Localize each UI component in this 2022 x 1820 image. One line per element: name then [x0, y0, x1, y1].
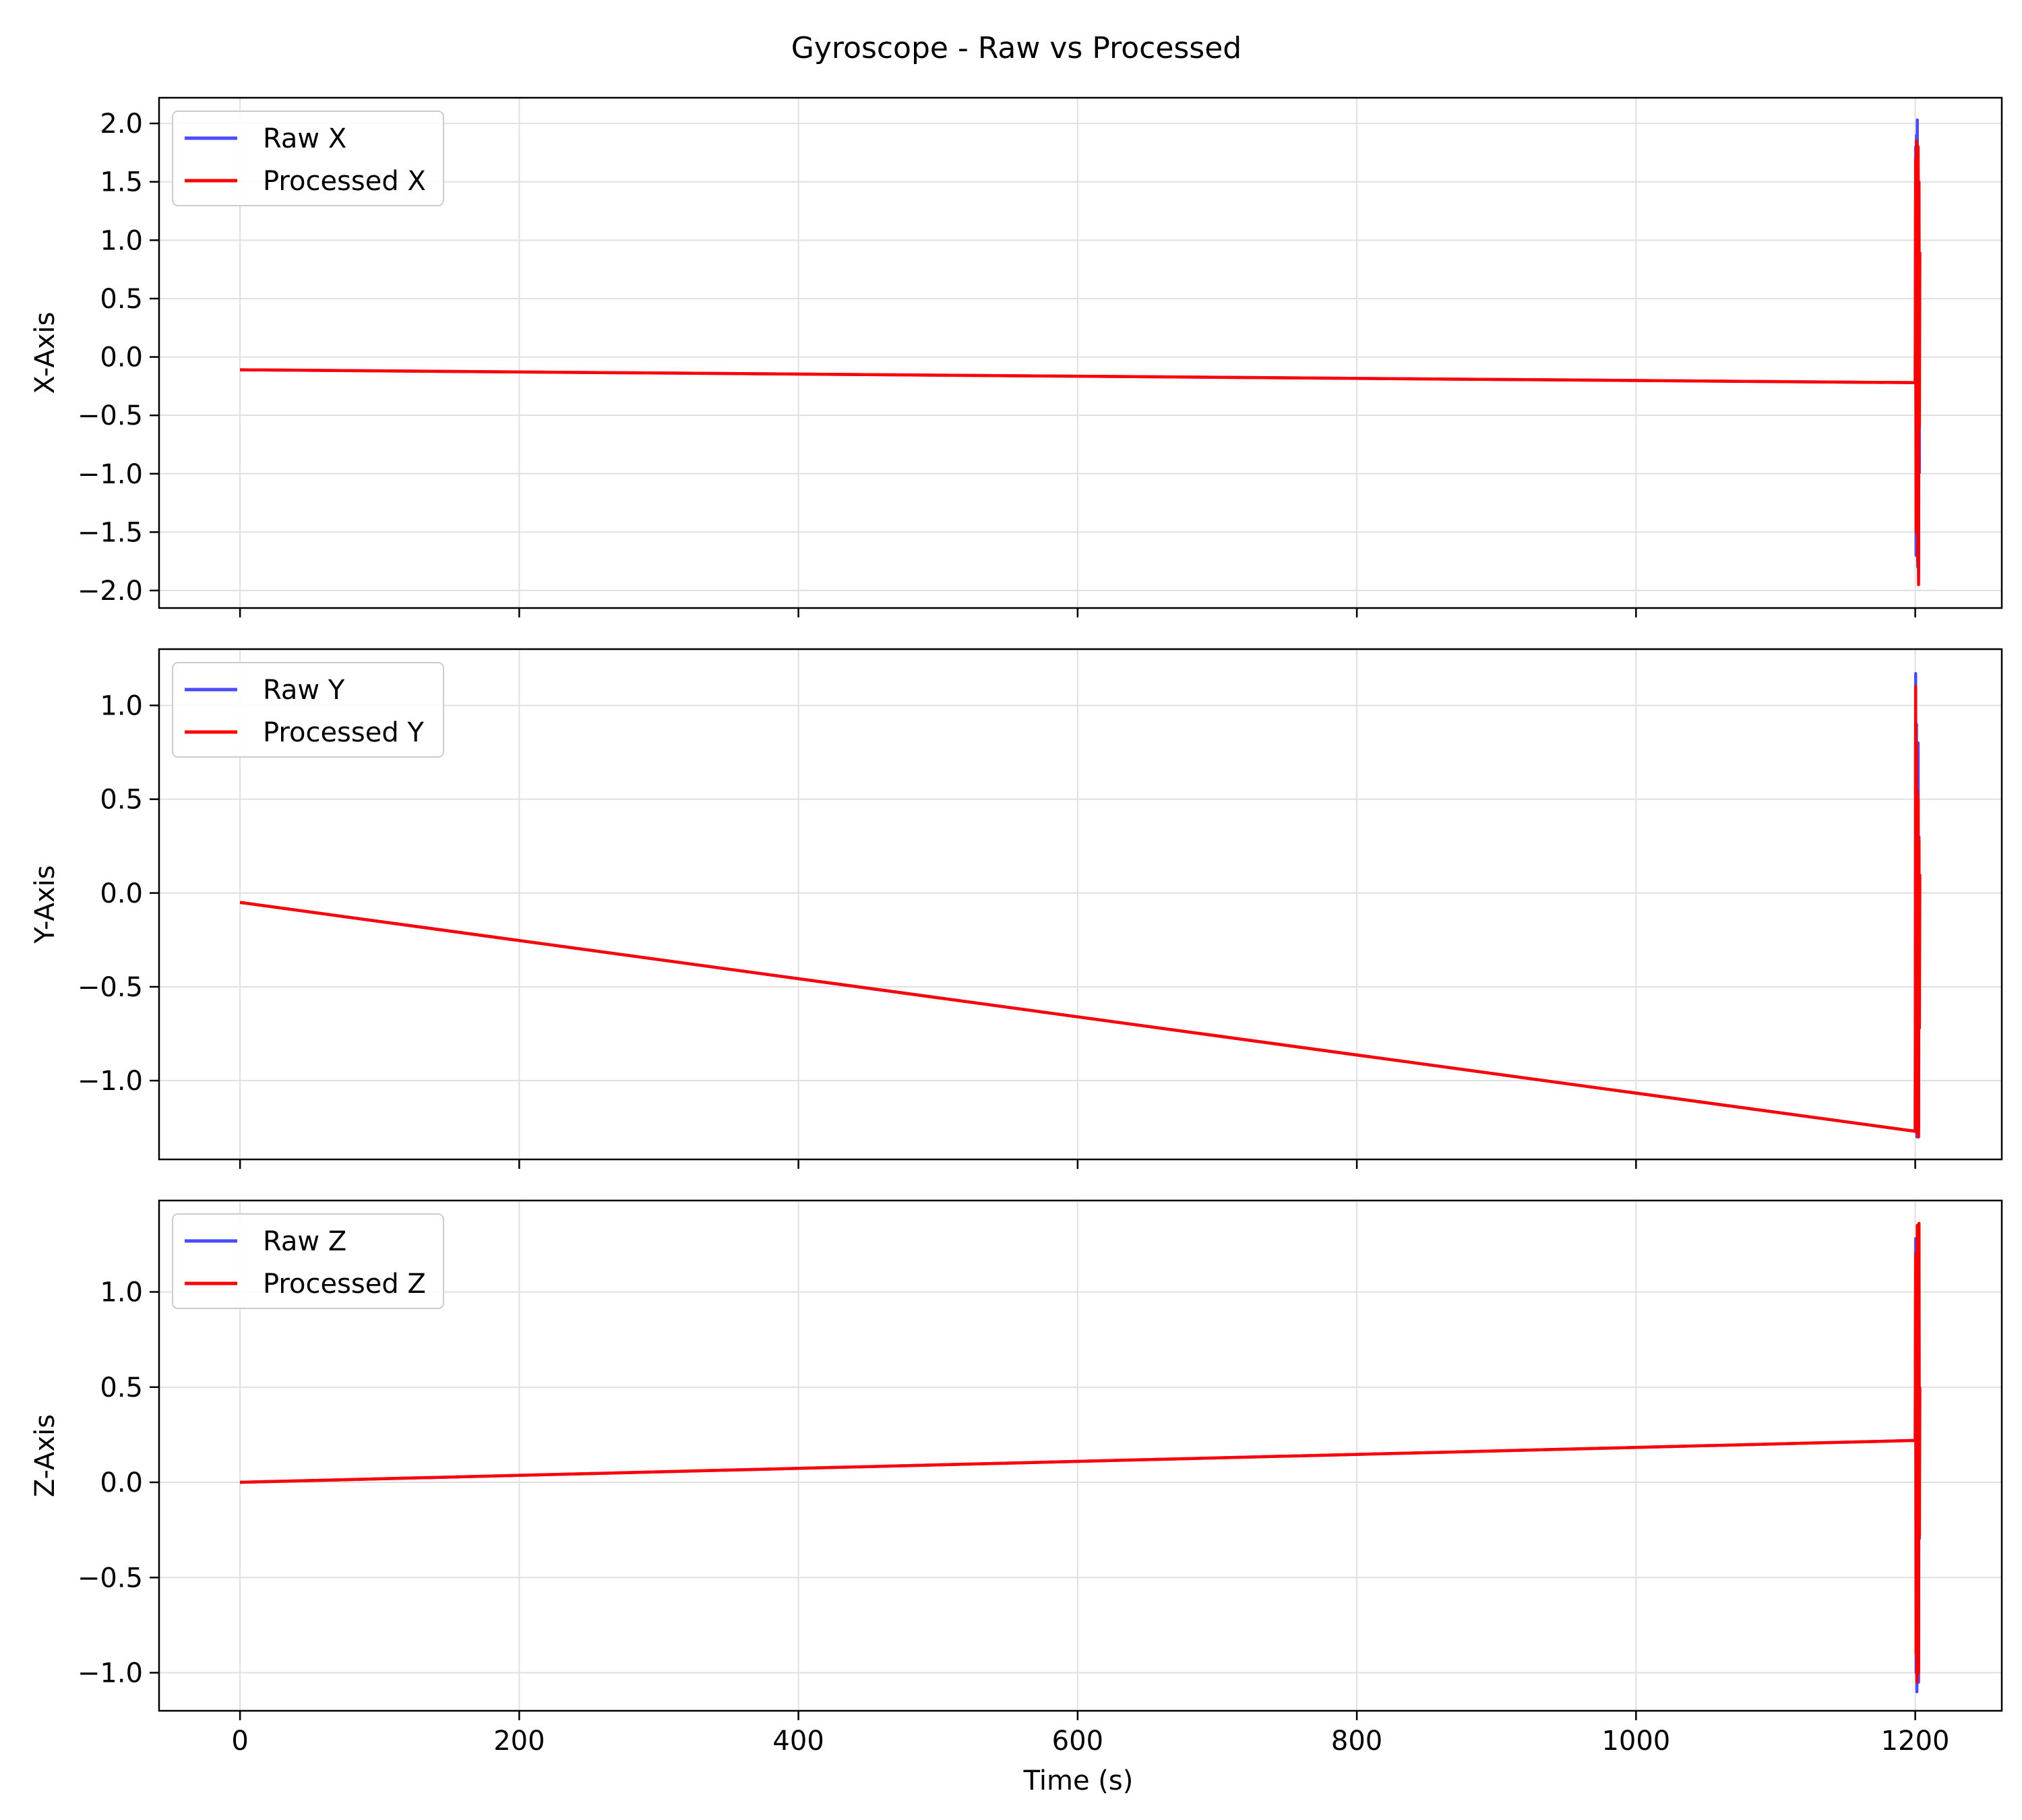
series-line-processed-z: [240, 1221, 1922, 1684]
y-tick-label: −1.5: [78, 517, 143, 548]
subplot-3: 0 200 400 600 800 1000 1200 −1.0 −0.5 0.0 0.5 1.0 Z-…: [30, 1199, 2003, 1757]
legend-label: Processed X: [263, 166, 426, 197]
legend-label: Raw Z: [263, 1226, 346, 1257]
y-tick-label: 0.5: [100, 284, 143, 315]
x-tick-label: 1200: [1881, 1726, 1950, 1757]
axes-frame: [158, 96, 2003, 609]
y-tick-label: 0.0: [100, 878, 143, 909]
legend-label: Processed Y: [263, 717, 424, 748]
y-tick-label: 0.5: [100, 785, 143, 816]
y-axis-label: Z-Axis: [30, 1414, 61, 1497]
legend-label: Processed Z: [263, 1269, 426, 1300]
subplot-2: −1.0 −0.5 0.0 0.5 1.0 Y-Axis Raw Y Processed Y: [30, 648, 2003, 1169]
x-tick-label: 800: [1331, 1726, 1382, 1757]
y-axis-label: X-Axis: [30, 312, 61, 394]
y-tick-label: −1.0: [78, 459, 143, 490]
y-tick-label: 0.0: [100, 1467, 143, 1498]
y-tick-label: 0.0: [100, 342, 143, 373]
axes-frame: [158, 1199, 2003, 1712]
x-tick-label: 400: [772, 1726, 824, 1757]
figure-title: Gyroscope - Raw vs Processed: [791, 31, 1242, 65]
y-tick-label: 1.0: [100, 1277, 143, 1308]
y-tick-label: −0.5: [78, 400, 143, 431]
y-tick-label: 1.0: [100, 225, 143, 256]
legend: Raw Y Processed Y: [172, 662, 444, 758]
legend-box: [172, 1213, 444, 1309]
series-line-processed-y: [239, 685, 1922, 1139]
subplots: −2.0 −1.5 −1.0 −0.5 0.0 0.5 1.0 1.5 2.0 X-Axis Raw…: [30, 96, 2003, 1757]
legend-label: Raw X: [263, 123, 346, 154]
y-tick-label: 1.0: [100, 690, 143, 721]
x-axis-label: Time (s): [1023, 1765, 1134, 1796]
subplot-1: −2.0 −1.5 −1.0 −0.5 0.0 0.5 1.0 1.5 2.0 X-Axis Raw…: [30, 96, 2003, 617]
x-tick-label: 0: [231, 1726, 248, 1757]
y-tick-label: 1.5: [100, 167, 143, 198]
series-line-processed-x: [240, 139, 1922, 586]
y-tick-label: 2.0: [100, 109, 143, 140]
y-tick-label: −1.0: [78, 1658, 143, 1689]
y-tick-label: −1.0: [78, 1066, 143, 1097]
x-tick-label: 1000: [1601, 1726, 1670, 1757]
y-tick-label: −0.5: [78, 1563, 143, 1594]
y-tick-label: −0.5: [78, 972, 143, 1003]
legend: Raw Z Processed Z: [172, 1213, 444, 1309]
x-tick-label: 200: [493, 1726, 545, 1757]
y-tick-label: 0.5: [100, 1372, 143, 1403]
axes-frame: [158, 648, 2003, 1161]
legend-box: [172, 111, 444, 206]
y-tick-label: −2.0: [78, 576, 143, 607]
legend-label: Raw Y: [263, 675, 345, 706]
legend-box: [172, 662, 444, 758]
y-axis-label: Y-Axis: [30, 865, 61, 944]
legend: Raw X Processed X: [172, 111, 444, 206]
x-tick-label: 600: [1052, 1726, 1103, 1757]
